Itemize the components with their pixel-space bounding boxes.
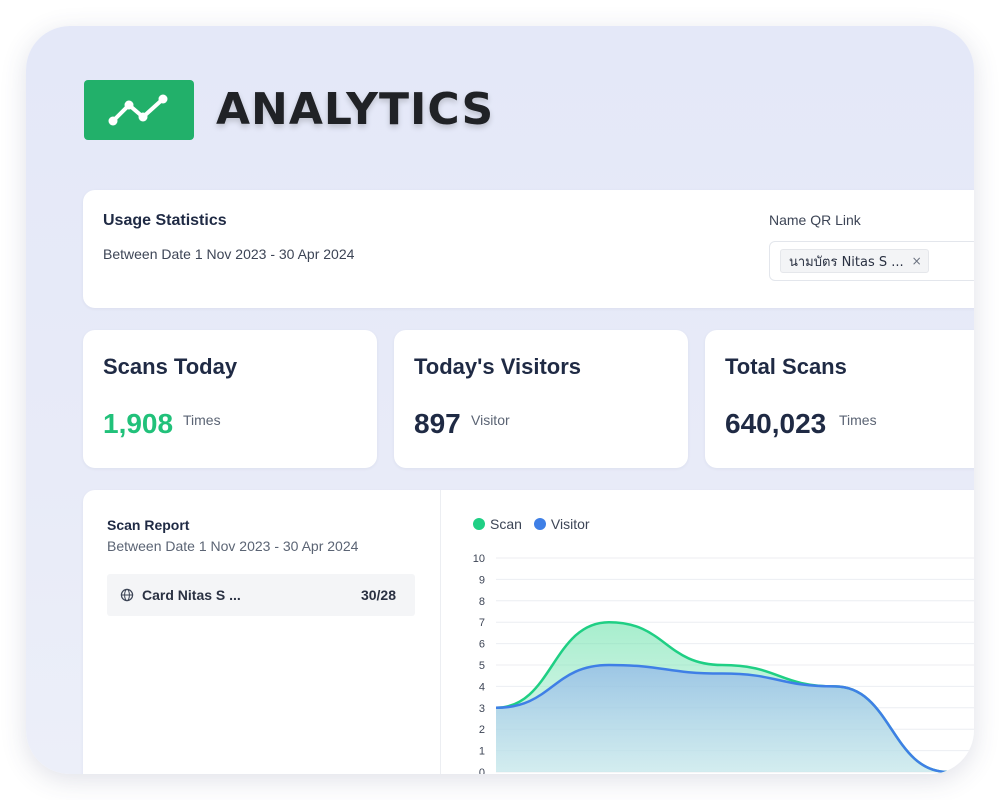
- stat-value: 1,908: [103, 408, 174, 439]
- report-row-count: 30/28: [360, 587, 396, 603]
- usage-title: Usage Statistics: [103, 212, 227, 229]
- stat-card-scans-today: Scans Today 1,908 Times: [83, 330, 377, 468]
- visitor-area: [496, 665, 974, 772]
- y-tick-label: 6: [479, 639, 485, 651]
- scan-report-card: Scan Report Between Date 1 Nov 2023 - 30…: [83, 490, 974, 774]
- y-tick-label: 3: [479, 703, 485, 715]
- stat-unit: Times: [183, 412, 221, 428]
- stat-value: 640,023: [725, 408, 827, 439]
- legend-item-visitor[interactable]: Visitor: [533, 516, 590, 532]
- y-tick-label: 4: [479, 681, 485, 693]
- chart-legend: Scan Visitor: [473, 516, 590, 532]
- legend-item-scan[interactable]: Scan: [473, 516, 522, 532]
- stat-value: 897: [414, 408, 461, 439]
- qr-link-label: Name QR Link: [769, 212, 861, 228]
- y-tick-label: 1: [479, 746, 485, 758]
- report-title: Scan Report: [107, 517, 190, 533]
- y-tick-label: 9: [479, 574, 485, 586]
- stat-title: Total Scans: [725, 354, 847, 379]
- line-chart-icon: [108, 94, 168, 126]
- report-date-range: Between Date 1 Nov 2023 - 30 Apr 2024: [107, 538, 359, 554]
- y-tick-label: 10: [473, 553, 485, 565]
- y-tick-label: 8: [479, 596, 485, 608]
- stat-unit: Visitor: [471, 412, 510, 428]
- legend-label-scan: Scan: [490, 516, 522, 532]
- stat-title: Today's Visitors: [414, 354, 582, 379]
- legend-dot-visitor: [533, 518, 546, 530]
- usage-statistics-card: Usage Statistics Between Date 1 Nov 2023…: [83, 190, 974, 308]
- stat-title: Scans Today: [103, 354, 238, 379]
- qr-link-select[interactable]: นามบัตร Nitas S ... ×: [769, 241, 974, 281]
- stat-card-todays-visitors: Today's Visitors 897 Visitor: [394, 330, 688, 468]
- stat-unit: Times: [839, 412, 877, 428]
- legend-dot-scan: [473, 518, 485, 530]
- y-tick-label: 0: [479, 767, 485, 774]
- logo-badge: [84, 80, 194, 140]
- analytics-frame: ANALYTICS Usage Statistics Between Date …: [26, 26, 974, 774]
- qr-link-tag: นามบัตร Nitas S ... ×: [780, 249, 929, 273]
- y-tick-label: 2: [479, 724, 485, 736]
- y-tick-label: 5: [479, 660, 485, 672]
- report-row-name: Card Nitas S ...: [142, 587, 241, 603]
- globe-icon: [120, 588, 134, 602]
- legend-label-visitor: Visitor: [550, 516, 590, 532]
- stat-card-total-scans: Total Scans 640,023 Times: [705, 330, 974, 468]
- close-icon[interactable]: ×: [911, 254, 922, 268]
- report-row[interactable]: Card Nitas S ... 30/28: [107, 574, 415, 616]
- qr-link-tag-label: นามบัตร Nitas S ...: [789, 254, 904, 270]
- visitor-line[interactable]: [495, 663, 974, 774]
- y-tick-label: 7: [479, 617, 485, 629]
- report-divider: [440, 490, 441, 774]
- usage-date-range: Between Date 1 Nov 2023 - 30 Apr 2024: [103, 246, 355, 262]
- page-title: ANALYTICS: [216, 84, 495, 135]
